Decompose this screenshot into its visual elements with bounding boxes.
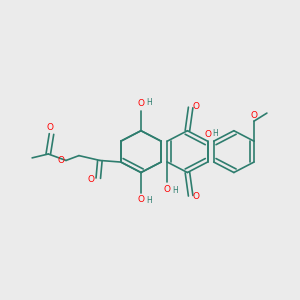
Text: O: O — [46, 123, 53, 132]
Text: O: O — [137, 195, 145, 204]
Text: O: O — [193, 192, 200, 201]
Text: O: O — [250, 111, 257, 120]
Text: H: H — [146, 98, 152, 107]
Text: H: H — [213, 130, 218, 139]
Text: H: H — [172, 186, 178, 195]
Text: H: H — [146, 196, 152, 205]
Text: O: O — [193, 102, 200, 111]
Text: O: O — [137, 99, 145, 108]
Text: O: O — [88, 175, 95, 184]
Text: O: O — [204, 130, 211, 140]
Text: O: O — [164, 185, 171, 194]
Text: O: O — [58, 156, 65, 165]
